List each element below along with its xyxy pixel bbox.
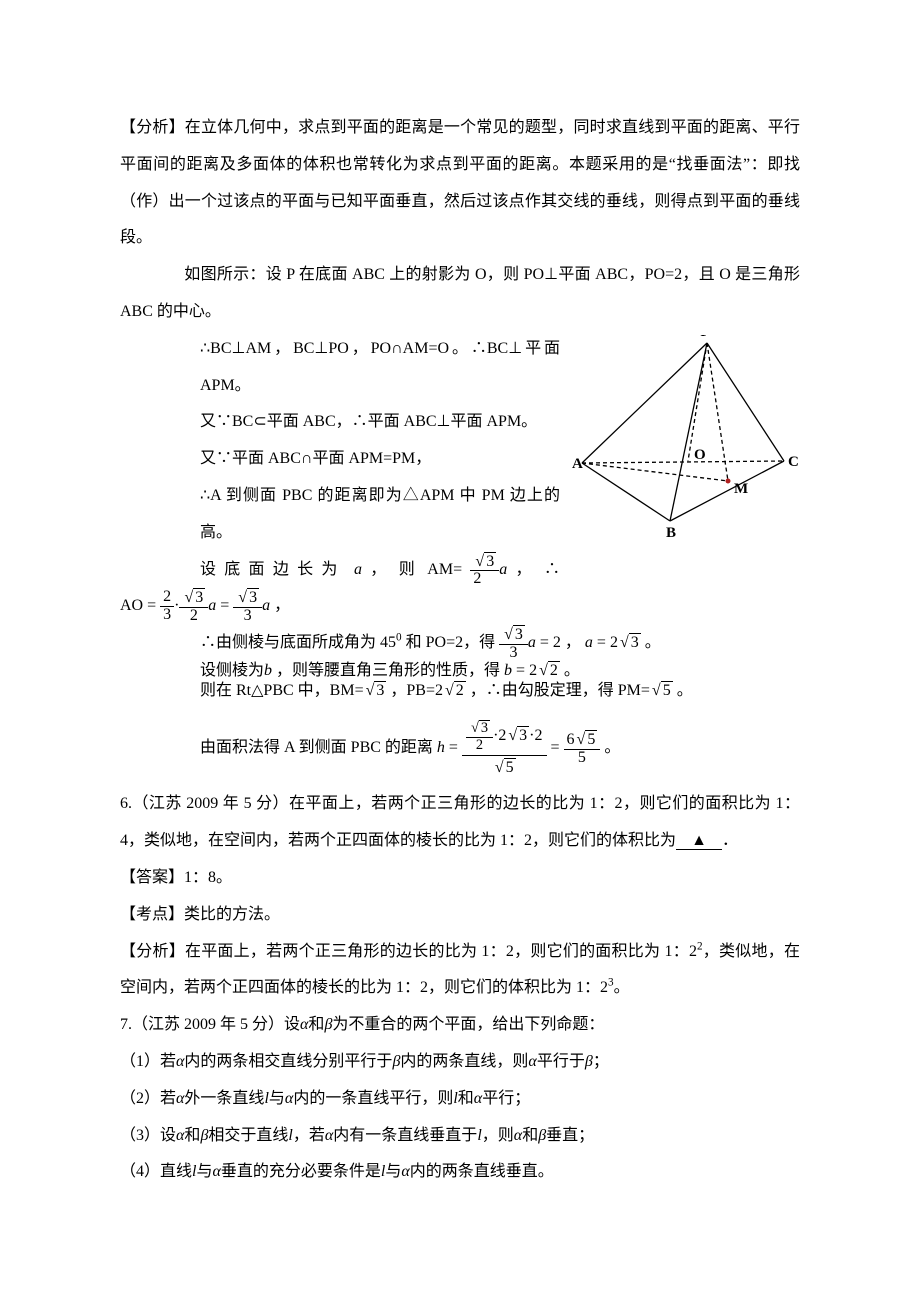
q6-stem: 6.（江苏 2009 年 5 分）在平面上，若两个正三角形的边长的比为 1：2，…: [120, 786, 800, 860]
label-A: A: [572, 456, 583, 472]
q5-b9: 由面积法得 A 到侧面 PBC 的距离 h = 32·23·2 5 = 65 5…: [120, 700, 800, 787]
tetrahedron-diagram: P A C B O M: [572, 335, 800, 555]
label-C: C: [788, 454, 799, 470]
q7-i3: （3）设α和β相交于直线l，若α内有一条直线垂直于l，则α和β垂直；: [120, 1118, 800, 1155]
q5-p2: 如图所示：设 P 在底面 ABC 上的射影为 O，则 PO⊥平面 ABC，PO=…: [120, 257, 800, 331]
q7-stem: 7.（江苏 2009 年 5 分）设α和β为不重合的两个平面，给出下列命题：: [120, 1007, 800, 1044]
q6-analysis: 【分析】在平面上，若两个正三角形的边长的比为 1：2，则它们的面积比为 1：22…: [120, 934, 800, 1008]
q5-b5: 设底面边长为 a ， 则 AM= 32a ， ∴: [120, 552, 800, 589]
q5-b6: ∴由侧棱与底面所成角为 450 和 PO=2，得 33a = 2 ， a = 2…: [120, 625, 800, 662]
q7-i4: （4）直线l与α垂直的充分必要条件是l与α内的两条直线垂直。: [120, 1154, 800, 1191]
label-B: B: [666, 525, 676, 540]
label-O: O: [694, 447, 706, 463]
q5-b8: 则在 Rt△PBC 中，BM=3 ，PB=22 ，∴由勾股定理，得 PM=5 。: [120, 681, 800, 700]
label-P: P: [700, 335, 709, 340]
q5-analysis: 【分析】在立体几何中，求点到平面的距离是一个常见的题型，同时求直线到平面的距离、…: [120, 110, 800, 257]
fill-blank: ▲: [676, 833, 722, 850]
label-analysis: 【分析】: [120, 119, 185, 136]
q7-i2: （2）若α外一条直线l与α内的一条直线平行，则l和α平行；: [120, 1081, 800, 1118]
q6-kp: 【考点】类比的方法。: [120, 897, 800, 934]
label-M: M: [734, 481, 748, 497]
q6-answer: 【答案】1：8。: [120, 860, 800, 897]
q7-i1: （1）若α内的两条相交直线分别平行于β内的两条直线，则α平行于β；: [120, 1044, 800, 1081]
q5-ao: AO = 23·32a = 33a ，: [120, 588, 800, 625]
q5-b7: 设侧棱为b ，则等腰直角三角形的性质，得 b = 22 。: [120, 661, 800, 680]
